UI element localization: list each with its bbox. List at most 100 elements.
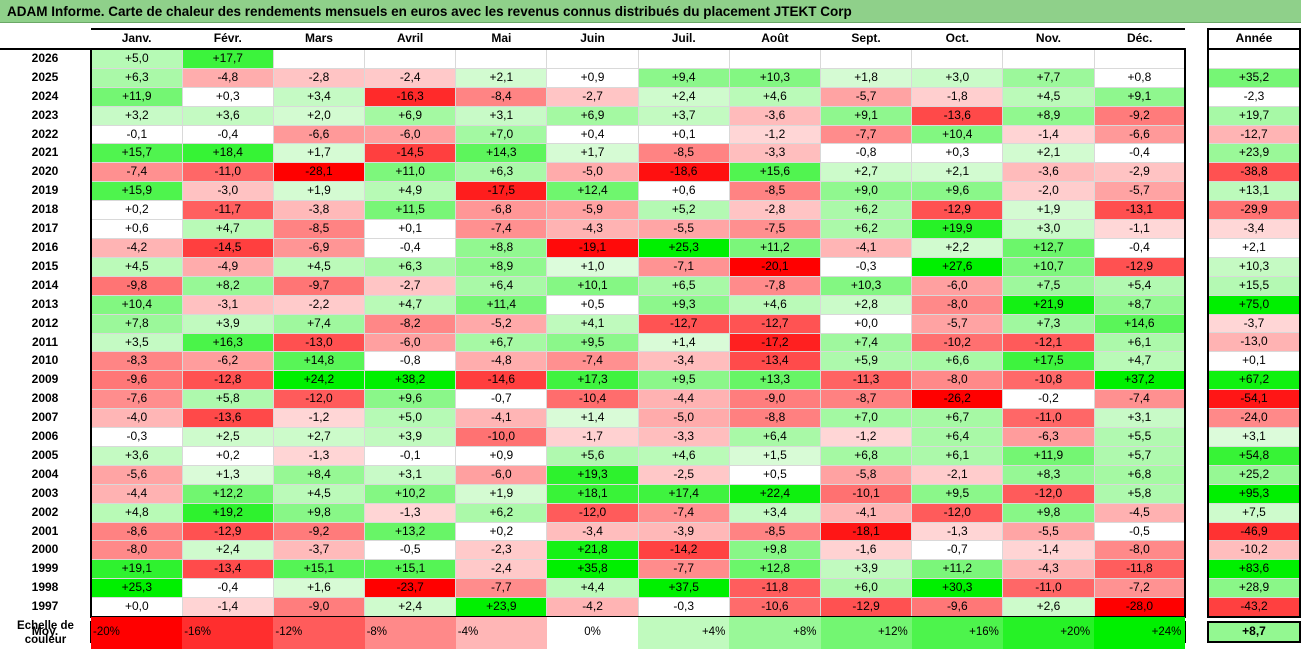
heatmap-cell: +25,3: [89, 578, 183, 599]
annual-cell: -38,8: [1207, 162, 1301, 183]
heatmap-cell: -6,0: [455, 464, 548, 485]
annual-cell: +19,7: [1207, 105, 1301, 126]
heatmap-cell: -9,6: [911, 597, 1004, 619]
annual-cell: +95,3: [1207, 483, 1301, 504]
heatmap-cell: -12,7: [728, 313, 822, 334]
annual-cell: -12,7: [1207, 124, 1301, 145]
year-row: 2000 -8,0 +2,4 -3,7 -0,5 -2,3 +21,8 -14,2 +9,8 -1…: [0, 540, 1187, 561]
annual-row: -13,0: [1207, 332, 1301, 353]
annual-cell: +67,2: [1207, 370, 1301, 391]
annual-header: Année: [1207, 28, 1301, 50]
heatmap-cell: -6,0: [911, 275, 1004, 296]
annual-cell: +0,1: [1207, 351, 1301, 372]
heatmap-cell: -16,3: [364, 86, 457, 107]
year-row: 1997 +0,0 -1,4 -9,0 +2,4 +23,9 -4,2 -0,3 -10,6 -1…: [0, 597, 1187, 619]
heatmap-cell: +35,8: [546, 559, 639, 580]
annual-cell: +25,2: [1207, 464, 1301, 485]
heatmap-cell: +10,3: [728, 67, 822, 88]
heatmap-cell: [637, 48, 730, 69]
heatmap-cell: +4,7: [1093, 351, 1187, 372]
annual-row: +13,1: [1207, 181, 1301, 202]
heatmap-cell: +0,0: [89, 597, 183, 619]
heatmap-cell: -1,3: [272, 445, 366, 466]
annual-row: +7,5: [1207, 502, 1301, 523]
heatmap-cell: +6,8: [819, 445, 913, 466]
year-label: 2022: [31, 126, 59, 141]
heatmap-cell: -4,9: [181, 256, 274, 277]
heatmap-cell: +0,1: [364, 219, 457, 239]
heatmap-cell: [364, 48, 457, 69]
heatmap-cell: +9,0: [819, 181, 913, 202]
annual-row: +10,3: [1207, 256, 1301, 277]
heatmap-cell: -1,4: [181, 597, 274, 619]
annual-row: +67,2: [1207, 370, 1301, 391]
heatmap-cell: +8,7: [1093, 294, 1187, 315]
heatmap-cell: -14,5: [181, 237, 274, 258]
heatmap-cell: +8,8: [455, 237, 548, 258]
heatmap-cell: +8,3: [1002, 464, 1095, 485]
heatmap-cell: +6,7: [455, 332, 548, 353]
heatmap-cell: +0,5: [728, 464, 822, 485]
heatmap-cell: +3,1: [455, 105, 548, 126]
heatmap-cell: -0,7: [911, 540, 1004, 561]
month-header: Sept.: [820, 28, 912, 50]
heatmap-cell: +6,5: [637, 275, 730, 296]
heatmap-cell: +10,2: [364, 483, 457, 504]
heatmap-cell: -6,6: [272, 124, 366, 145]
annual-row: -12,7: [1207, 124, 1301, 145]
heatmap-cell: +11,9: [89, 86, 183, 107]
heatmap-cell: -1,2: [819, 427, 913, 447]
heatmap-cell: -6,8: [455, 200, 548, 221]
heatmap-cell: +10,3: [819, 275, 913, 296]
annual-cell: +10,3: [1207, 256, 1301, 277]
average-label: Moy.: [31, 624, 59, 639]
heatmap-cell: -0,4: [1093, 237, 1187, 258]
heatmap-cell: -28,0: [1093, 597, 1187, 619]
heatmap-cell: -17,2: [728, 332, 822, 353]
year-row: 2026 +5,0 +17,7: [0, 48, 1187, 69]
heatmap-cell: +15,6: [728, 162, 822, 183]
heatmap-cell: +13,3: [728, 370, 822, 391]
year-row: 2023 +3,2 +3,6 +2,0 +6,9 +3,1 +6,9 +3,7 -3,6 +9,1…: [0, 105, 1187, 126]
heatmap-cell: -8,3: [89, 351, 183, 372]
heatmap-cell: +7,4: [272, 313, 366, 334]
year-label: 2017: [31, 221, 59, 236]
heatmap-cell: +1,9: [1002, 200, 1095, 221]
year-label: 2014: [31, 277, 59, 292]
heatmap-table: Janv. Févr. Mars Avril Mai Juin Juil. Août Sept.…: [0, 28, 1187, 643]
heatmap-cell: +4,5: [272, 483, 366, 504]
year-label: 2007: [31, 410, 59, 425]
heatmap-cell: +4,9: [364, 181, 457, 202]
heatmap-cell: -9,7: [272, 275, 366, 296]
heatmap-cell: -5,5: [637, 219, 730, 239]
color-scale-swatch: -4%: [455, 617, 547, 649]
heatmap-cell: +3,1: [1093, 408, 1187, 429]
heatmap-cell: -4,2: [89, 237, 183, 258]
heatmap-cell: +8,4: [272, 464, 366, 485]
year-label: 2018: [31, 202, 59, 217]
year-row: 1998 +25,3 -0,4 +1,6 -23,7 -7,7 +4,4 +37,5 -11,8…: [0, 578, 1187, 599]
header-row: Janv. Févr. Mars Avril Mai Juin Juil. Août Sept.…: [0, 28, 1186, 50]
heatmap-cell: -3,7: [272, 540, 366, 561]
heatmap-cell: -4,2: [546, 597, 639, 619]
heatmap-cell: -1,4: [1002, 540, 1095, 561]
year-row: 2017 +0,6 +4,7 -8,5 +0,1 -7,4 -4,3 -5,5 -7,5 +6,2…: [0, 219, 1187, 239]
heatmap-cell: -7,4: [546, 351, 639, 372]
heatmap-cell: +9,5: [546, 332, 639, 353]
heatmap-cell: -4,1: [819, 502, 913, 523]
heatmap-cell: +6,1: [1093, 332, 1187, 353]
color-scale-swatch: -16%: [182, 617, 274, 649]
heatmap-cell: +0,0: [819, 313, 913, 334]
heatmap-cell: +5,4: [1093, 275, 1187, 296]
heatmap-cell: +2,5: [181, 427, 274, 447]
heatmap-cell: +3,9: [819, 559, 913, 580]
heatmap-cell: +9,5: [911, 483, 1004, 504]
heatmap-cell: -7,4: [1093, 389, 1187, 410]
heatmap-cell: -2,4: [364, 67, 457, 88]
heatmap-cell: -3,3: [728, 143, 822, 164]
heatmap-cell: -3,6: [728, 105, 822, 126]
heatmap-cell: -4,8: [181, 67, 274, 88]
heatmap-cell: -2,2: [272, 294, 366, 315]
heatmap-cell: +1,8: [819, 67, 913, 88]
heatmap-cell: +6,1: [911, 445, 1004, 466]
